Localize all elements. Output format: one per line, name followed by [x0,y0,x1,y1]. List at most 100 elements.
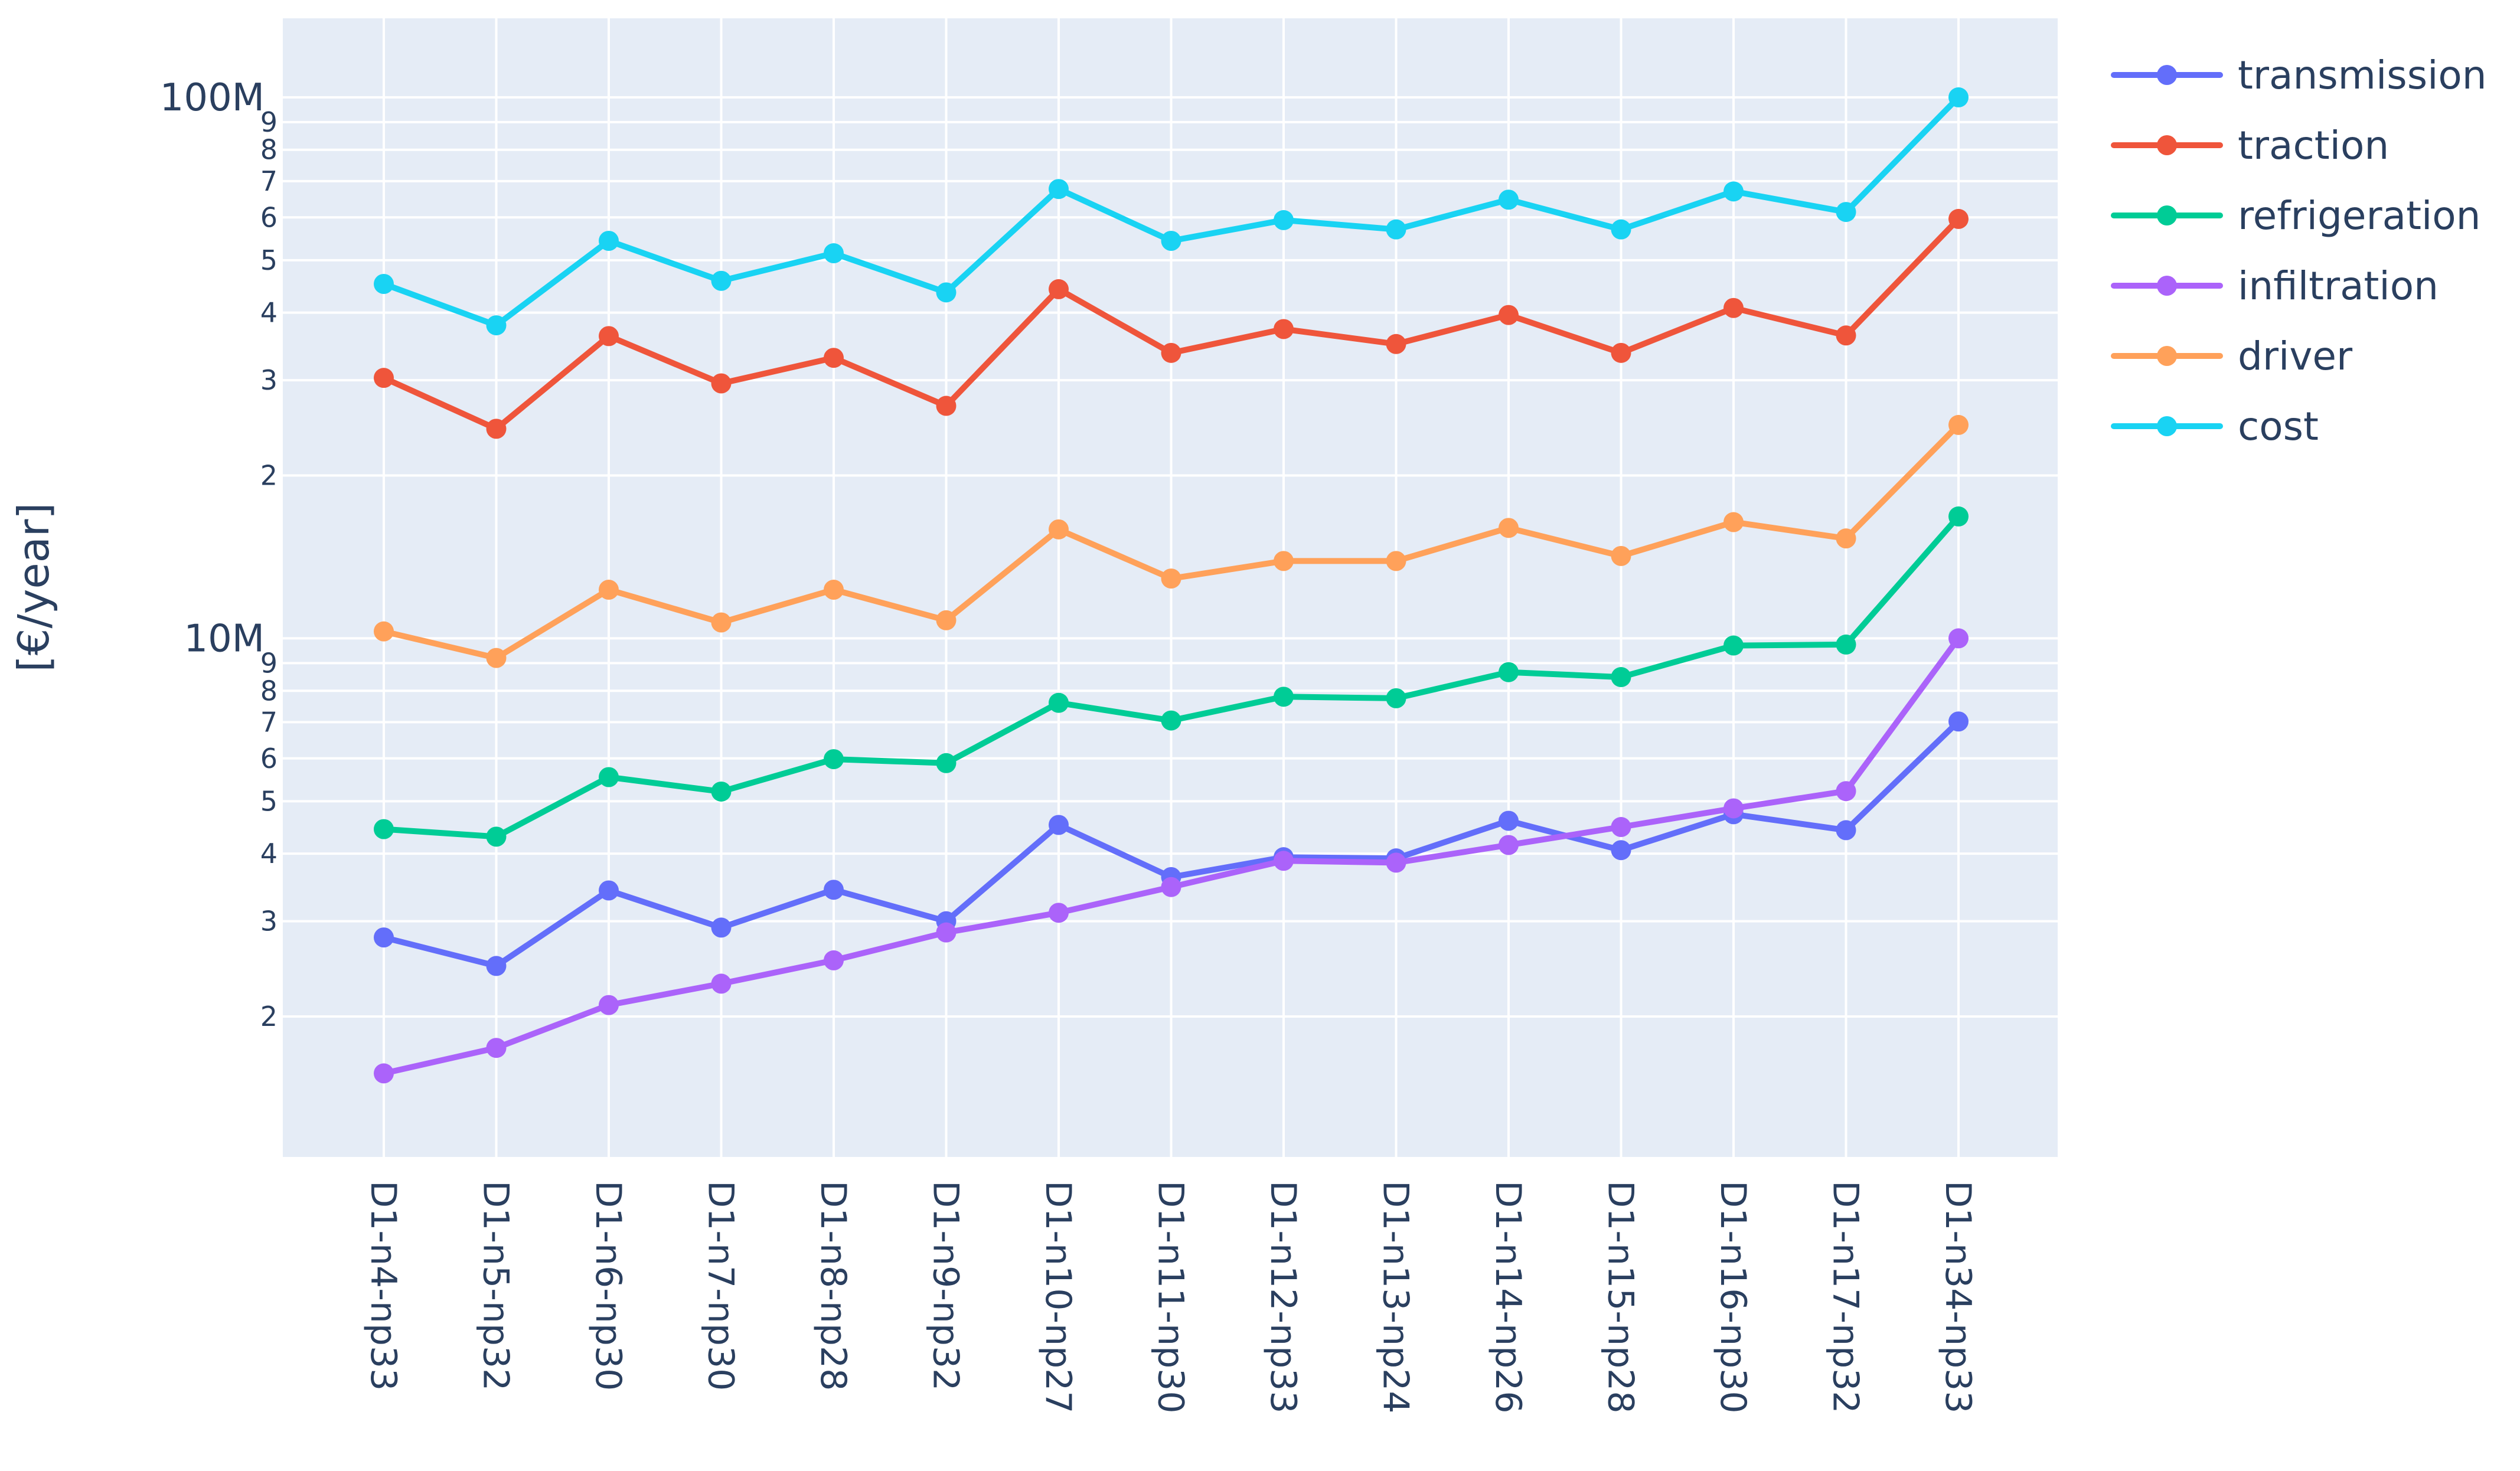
cost-point [1948,87,1969,107]
legend-label: cost [2238,404,2319,449]
cost-point [1386,219,1406,240]
legend-label: infiltration [2238,263,2439,309]
refrigeration-point [1948,506,1969,527]
infiltration-point [1274,851,1294,871]
traction-point [824,348,844,368]
x-tick-label: D1-n14-np26 [1487,1181,1529,1414]
transmission-point [711,917,732,938]
x-tick-label: D1-n15-np28 [1600,1181,1641,1414]
legend-item-driver[interactable]: driver [2111,334,2353,379]
infiltration-point [1611,817,1631,838]
cost-point [1161,230,1181,251]
driver-point [711,612,732,633]
cost-point [1836,202,1856,223]
traction-point [374,368,394,388]
cost-point [711,270,732,291]
y-tick-label: 2 [260,460,278,492]
traction-point [599,326,619,346]
refrigeration-point [1161,710,1181,731]
legend-label: traction [2238,123,2389,168]
series-infiltration [374,628,1969,1084]
infiltration-point [1049,903,1069,923]
y-tick-label: 5 [260,244,278,276]
x-tick-label: D1-n5-np32 [475,1181,517,1391]
y-tick-label-major: 100M [160,76,265,120]
transmission-point [599,880,619,901]
refrigeration-point [1723,635,1744,656]
refrigeration-point [1049,692,1069,713]
y-tick-label-major: 10M [184,617,265,661]
legend-swatch-marker [2157,276,2177,296]
series-refrigeration [374,506,1969,847]
cost-point [1049,179,1069,200]
legend-item-infiltration[interactable]: infiltration [2111,263,2439,309]
y-tick-label: 9 [260,106,278,138]
traction-point [1161,342,1181,363]
cost-point [1611,219,1631,240]
infiltration-point [599,995,619,1015]
legend-swatch-marker [2157,416,2177,436]
infiltration-point [824,950,844,970]
x-tick-label: D1-n8-np28 [812,1181,854,1391]
y-tick-label: 4 [260,297,278,329]
infiltration-point [711,973,732,994]
refrigeration-point [374,819,394,839]
infiltration-point [1723,798,1744,819]
cost-point [486,315,507,336]
driver-point [1611,545,1631,566]
traction-point [1499,305,1519,325]
cost-point [936,282,957,303]
refrigeration-point [1386,688,1406,708]
driver-point [599,580,619,600]
x-tick-label: D1-n34-np33 [1937,1181,1979,1414]
x-tick-label: D1-n10-np27 [1037,1181,1079,1414]
y-tick-label: 7 [260,706,278,738]
x-tick-label: D1-n11-np30 [1150,1181,1192,1414]
traction-point [711,373,732,394]
legend[interactable]: transmission traction refrigeration infiltr… [2111,53,2487,449]
traction-point [1049,279,1069,299]
refrigeration-point [1274,687,1294,707]
legend-label: driver [2238,334,2353,379]
transmission-point [1611,840,1631,861]
infiltration-point [1836,781,1856,802]
x-tick-label: D1-n17-np32 [1825,1181,1866,1414]
infiltration-point [1161,877,1181,897]
driver-point [1161,568,1181,589]
transmission-point [374,927,394,948]
x-tick-label: D1-n6-np30 [587,1181,629,1391]
y-tick-label: 3 [260,364,278,396]
cost-point [1499,189,1519,210]
legend-label: refrigeration [2238,193,2481,238]
refrigeration-point [1499,662,1519,682]
driver-point [1274,551,1294,571]
y-axis-label: [€/year] [9,503,58,672]
traction-point [1274,319,1294,339]
legend-item-traction[interactable]: traction [2111,123,2389,168]
driver-point [936,610,957,630]
traction-point [1386,334,1406,354]
traction-point [486,419,507,439]
y-tick-label: 8 [260,134,278,166]
infiltration-point [486,1038,507,1058]
legend-item-cost[interactable]: cost [2111,404,2319,449]
y-tick-label: 4 [260,838,278,869]
transmission-point [1049,815,1069,835]
x-axis-ticks: D1-n4-np33 D1-n5-np32 D1-n6-np30 D1-n7-np30… [363,1181,1979,1414]
y-tick-label: 6 [260,743,278,774]
cost-point [1723,181,1744,202]
traction-point [936,395,957,416]
legend-item-transmission[interactable]: transmission [2111,53,2487,98]
transmission-point [1948,711,1969,732]
driver-point [1948,414,1969,435]
driver-point [486,648,507,668]
legend-swatch-marker [2157,205,2177,225]
refrigeration-point [1836,634,1856,655]
transmission-point [1836,820,1856,841]
driver-point [374,621,394,642]
transmission-point [1499,810,1519,831]
legend-item-refrigeration[interactable]: refrigeration [2111,193,2481,238]
traction-point [1948,208,1969,229]
